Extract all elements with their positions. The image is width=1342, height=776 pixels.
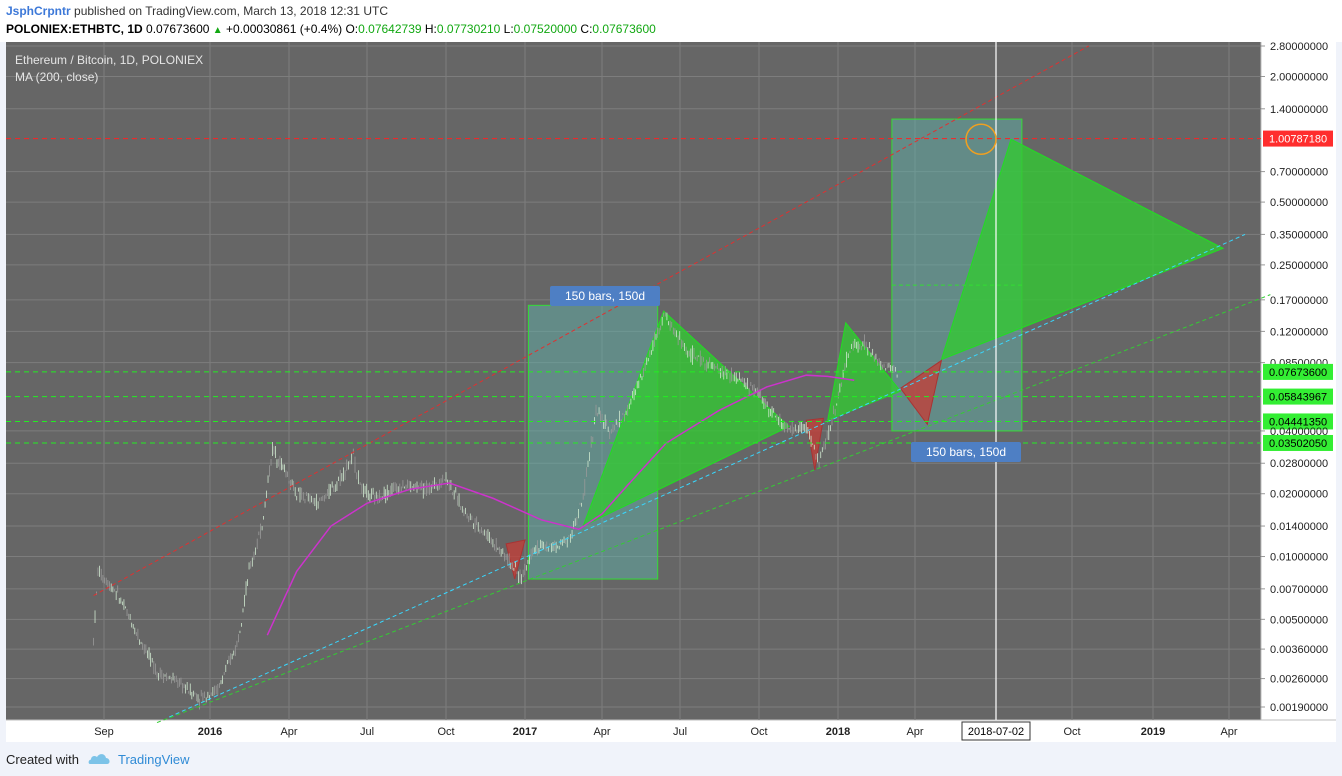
chart-frame: 150 bars, 150d 150 bars, 150d 2.80000000 2… bbox=[6, 41, 1336, 742]
price-axis bbox=[1261, 42, 1336, 720]
red-triangle-pattern bbox=[899, 359, 943, 426]
low-value: 0.07520000 bbox=[513, 22, 578, 36]
open-value: 0.07642739 bbox=[358, 22, 422, 36]
green-triangle-pattern bbox=[582, 310, 790, 528]
range-label-box bbox=[550, 286, 660, 306]
price-level-badge bbox=[1263, 130, 1333, 147]
publish-info: published on TradingView.com, March 13, … bbox=[74, 4, 388, 18]
range-label-bottom: 150 bars, 150d bbox=[911, 442, 1021, 462]
tradingview-logo-icon bbox=[88, 754, 110, 764]
time-tick-label: Apr bbox=[1220, 726, 1237, 738]
time-tick-label: Oct bbox=[437, 726, 454, 738]
price-tick-label: 0.01000000 bbox=[1270, 552, 1328, 564]
red-trendline bbox=[93, 45, 1089, 597]
price-level-label: 0.04441350 bbox=[1269, 416, 1327, 428]
symbol-label: POLONIEX:ETHBTC, 1D bbox=[6, 22, 143, 36]
price-tick-label: 0.35000000 bbox=[1270, 229, 1328, 241]
price-tick-label: 0.00260000 bbox=[1270, 674, 1328, 686]
high-value: 0.07730210 bbox=[436, 22, 501, 36]
range-label-text: 150 bars, 150d bbox=[926, 445, 1006, 459]
price-level-label: 0.03502050 bbox=[1269, 438, 1327, 450]
price-tick-label: 0.04000000 bbox=[1270, 426, 1328, 438]
publish-line: JsphCrpntr published on TradingView.com,… bbox=[6, 4, 388, 18]
price-tick-label: 0.70000000 bbox=[1270, 167, 1328, 179]
price-level-badge bbox=[1263, 413, 1333, 430]
time-tick-label: Apr bbox=[593, 726, 610, 738]
price-tick-label: 2.00000000 bbox=[1270, 71, 1328, 83]
time-tick-label: Jul bbox=[673, 726, 687, 738]
green-triangle-pattern bbox=[940, 138, 1225, 361]
arrow-up-icon: ▲ bbox=[212, 25, 223, 36]
range-label-text: 150 bars, 150d bbox=[565, 289, 645, 303]
price-level-badge bbox=[1263, 388, 1333, 405]
price-tick-label: 0.25000000 bbox=[1270, 260, 1328, 272]
time-tick-label: Sep bbox=[94, 726, 114, 738]
time-tick-label: Jul bbox=[360, 726, 374, 738]
price-tick-label: 0.12000000 bbox=[1270, 326, 1328, 338]
price-tick-label: 1.40000000 bbox=[1270, 104, 1328, 116]
price-level-badge bbox=[1263, 434, 1333, 451]
tradingview-link[interactable]: TradingView bbox=[118, 752, 190, 767]
time-tick-label: 2017 bbox=[513, 726, 537, 738]
time-tick-label: Apr bbox=[280, 726, 297, 738]
price-tick-label: 0.01400000 bbox=[1270, 521, 1328, 533]
red-triangle-pattern bbox=[505, 539, 526, 580]
time-tick-label: 2019 bbox=[1141, 726, 1165, 738]
green-trendline bbox=[156, 294, 1271, 724]
price-tick-label: 0.00500000 bbox=[1270, 614, 1328, 626]
price-tick-label: 0.00190000 bbox=[1270, 702, 1328, 714]
price-value: 0.07673600 bbox=[146, 22, 210, 36]
legend-indicator: MA (200, close) bbox=[15, 70, 98, 84]
price-tick-label: 0.00360000 bbox=[1270, 644, 1328, 656]
ma-200-line bbox=[266, 374, 855, 636]
range-label-box bbox=[911, 442, 1021, 462]
close-value: 0.07673600 bbox=[592, 22, 656, 36]
range-label-top: 150 bars, 150d bbox=[550, 286, 660, 306]
legend-title: Ethereum / Bitcoin, 1D, POLONIEX bbox=[15, 53, 203, 67]
plot-background bbox=[6, 42, 1261, 720]
high-label: H: bbox=[424, 22, 437, 36]
time-tick-label: Oct bbox=[750, 726, 767, 738]
price-chart[interactable]: 150 bars, 150d 150 bars, 150d 2.80000000 2… bbox=[6, 41, 1336, 742]
ohlc-line: POLONIEX:ETHBTC, 1D 0.07673600 ▲ +0.0003… bbox=[6, 22, 656, 36]
header: JsphCrpntr published on TradingView.com,… bbox=[0, 0, 1342, 42]
created-with-text: Created with bbox=[6, 752, 79, 767]
price-tick-label: 0.50000000 bbox=[1270, 197, 1328, 209]
footer: Created with TradingView bbox=[0, 742, 1342, 776]
time-tick-label: 2016 bbox=[198, 726, 222, 738]
close-label: C: bbox=[580, 22, 593, 36]
price-level-label: 0.05843967 bbox=[1269, 392, 1327, 404]
open-label: O: bbox=[345, 22, 359, 36]
crosshair-date-badge bbox=[961, 721, 1031, 741]
time-tick-label: Apr bbox=[906, 726, 923, 738]
target-circle-marker bbox=[965, 123, 997, 156]
price-level-badge bbox=[1263, 363, 1333, 380]
crosshair-date-label: 2018-07-02 bbox=[968, 726, 1024, 738]
time-tick-label: 2018 bbox=[826, 726, 850, 738]
price-tick-label: 2.80000000 bbox=[1270, 42, 1328, 53]
price-tick-label: 0.00700000 bbox=[1270, 584, 1328, 596]
change-value: +0.00030861 (+0.4%) bbox=[226, 22, 343, 36]
price-tick-label: 0.02800000 bbox=[1270, 458, 1328, 470]
author-link[interactable]: JsphCrpntr bbox=[6, 4, 71, 18]
price-tick-label: 0.17000000 bbox=[1270, 295, 1328, 307]
low-label: L: bbox=[503, 22, 514, 36]
red-triangle-pattern bbox=[805, 417, 825, 471]
price-tick-label: 0.02000000 bbox=[1270, 489, 1328, 501]
price-level-label: 1.00787180 bbox=[1269, 134, 1327, 146]
time-tick-label: Oct bbox=[1063, 726, 1080, 738]
price-level-label: 0.07673600 bbox=[1269, 367, 1327, 379]
cyan-trendline bbox=[168, 233, 1246, 718]
